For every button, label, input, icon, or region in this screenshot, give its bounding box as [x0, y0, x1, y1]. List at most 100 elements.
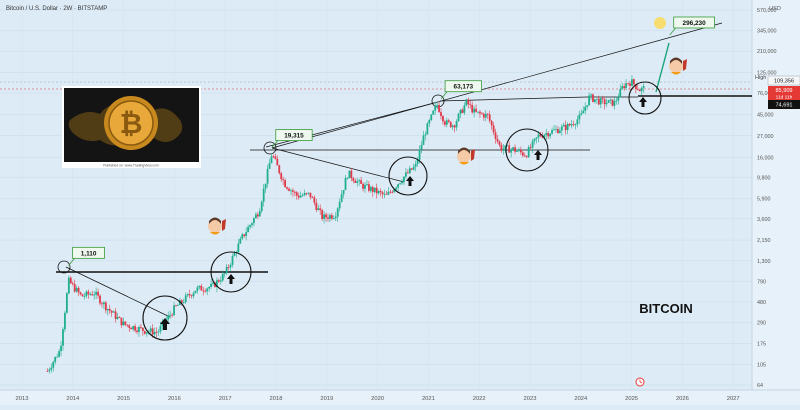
candle: [453, 124, 456, 133]
candle: [379, 188, 382, 197]
y-tick-label: 9,800: [757, 176, 771, 182]
candle: [274, 153, 277, 160]
candle: [206, 287, 209, 296]
candle: [479, 110, 481, 118]
candle: [623, 83, 626, 91]
candle: [243, 234, 246, 238]
clock-icon: [635, 377, 645, 387]
candle: [625, 79, 628, 91]
candle: [434, 101, 437, 115]
high-price: 109,356: [774, 79, 794, 85]
candle: [416, 156, 419, 167]
candle: [348, 170, 351, 179]
candle: [570, 120, 573, 129]
candle: [262, 184, 265, 207]
candle: [103, 301, 105, 310]
candle: [245, 227, 248, 241]
candle: [62, 327, 64, 351]
candle: [138, 325, 140, 337]
candle: [73, 279, 76, 293]
candle: [557, 126, 559, 134]
candle: [519, 146, 522, 156]
candle: [264, 183, 267, 194]
price-callout: 1,110: [68, 246, 105, 266]
candle: [592, 93, 594, 103]
candle: [278, 164, 281, 175]
candle: [272, 154, 275, 159]
candle: [638, 88, 641, 92]
x-tick-label: 2027: [727, 396, 740, 402]
candle: [535, 137, 538, 144]
candle: [442, 115, 444, 125]
candle: [621, 82, 624, 90]
candle: [500, 142, 503, 153]
candle: [227, 264, 230, 271]
candle: [169, 310, 172, 320]
candle: [122, 317, 125, 326]
candle: [580, 109, 583, 116]
callout-label: 296,230: [683, 20, 707, 27]
candle: [175, 304, 177, 307]
candle: [527, 145, 530, 158]
candle: [438, 101, 440, 113]
price-callout: 296,230: [669, 16, 715, 36]
candle: [377, 189, 380, 196]
candle: [198, 285, 201, 290]
candle: [640, 86, 643, 96]
candle: [184, 292, 187, 305]
candle: [420, 140, 423, 154]
candle: [75, 285, 78, 293]
candle: [366, 180, 368, 186]
x-tick-label: 2017: [219, 396, 232, 402]
candle: [562, 122, 565, 127]
callout-label: 63,173: [454, 84, 474, 91]
candle: [492, 121, 495, 136]
candle: [210, 279, 212, 289]
candle: [601, 95, 604, 104]
candle: [54, 356, 57, 365]
candle: [188, 289, 191, 299]
candle: [77, 285, 80, 297]
candle: [46, 368, 49, 372]
candle: [171, 313, 174, 318]
x-tick-label: 2024: [574, 396, 588, 402]
candle: [157, 329, 160, 337]
candle: [219, 276, 222, 285]
candle: [373, 187, 376, 194]
candle: [627, 82, 629, 86]
candle: [615, 96, 618, 105]
candle: [397, 183, 400, 192]
price-callout: 19,315: [271, 129, 313, 148]
candle: [428, 118, 431, 127]
candle: [186, 293, 189, 298]
candle: [412, 163, 415, 171]
candle: [280, 171, 283, 182]
y-tick-label: 790: [757, 279, 766, 285]
candle: [290, 188, 292, 196]
candle: [391, 190, 394, 194]
x-tick-label: 2026: [676, 396, 689, 402]
candle: [369, 185, 372, 193]
candle: [484, 110, 487, 122]
candle: [332, 215, 335, 220]
candle: [447, 118, 450, 124]
high-label: High: [755, 75, 766, 81]
candle: [558, 127, 561, 134]
candle: [551, 127, 553, 135]
x-tick-label: 2014: [66, 396, 80, 402]
candle: [490, 119, 493, 130]
y-tick-label: 16,000: [757, 155, 774, 161]
candle: [65, 291, 68, 314]
candle: [268, 158, 271, 169]
candle: [97, 288, 99, 299]
candle: [469, 100, 472, 109]
candle: [124, 321, 127, 327]
candle: [71, 281, 74, 286]
candle: [457, 112, 460, 122]
candle: [239, 236, 242, 244]
candle: [531, 138, 534, 153]
candle: [506, 144, 509, 147]
candle: [599, 96, 602, 109]
candle: [48, 367, 51, 374]
support-price: 74,691: [775, 103, 792, 109]
